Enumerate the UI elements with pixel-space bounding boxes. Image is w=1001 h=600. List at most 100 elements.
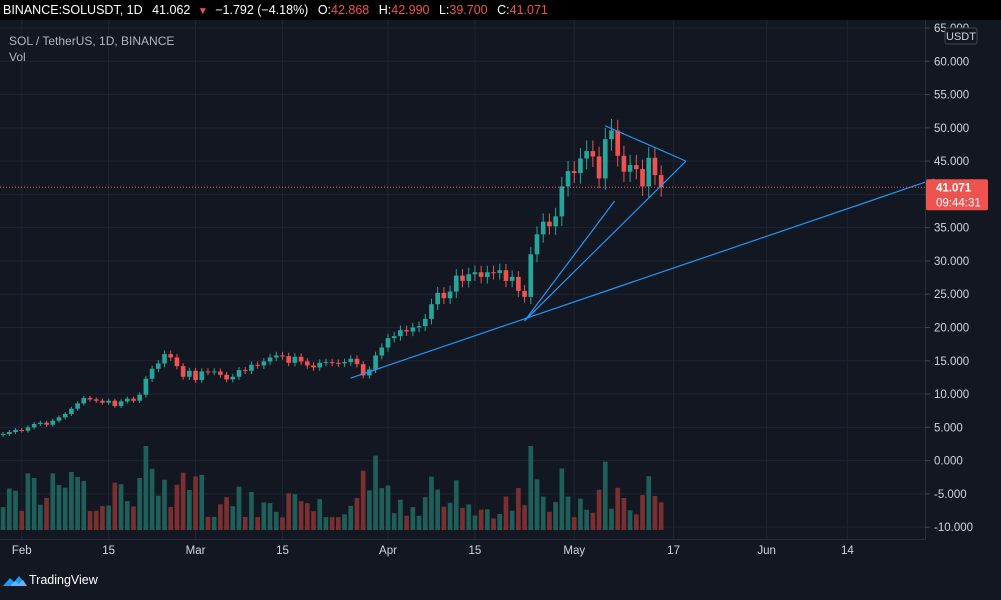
volume-bar [578,498,583,530]
countdown-timer: 09:44:31 [936,197,981,209]
y-tick-label: 45.000 [934,156,969,168]
candle-body [168,354,174,358]
volume-bar [540,496,546,530]
volume-bar [236,486,242,530]
candle-body [354,358,360,365]
candle-body [236,370,242,377]
volume-bar [509,510,515,530]
price-chart[interactable]: 65.00060.00055.00050.00045.00040.00035.0… [0,20,1001,560]
candle-body [627,165,633,172]
volume-bar [416,515,422,530]
candle-body [292,356,298,363]
low-label: L: [438,3,450,17]
candle-body [571,171,577,174]
candle-body [131,398,136,401]
candle-body [658,175,664,188]
x-tick-label: Mar [186,545,206,557]
volume-bar [218,504,223,530]
volume-bar [478,509,484,530]
close-value: 41.071 [509,3,548,17]
volume-bar [640,495,645,530]
candlesticks [0,118,664,437]
candle-body [584,151,589,159]
candle-body [379,347,385,356]
volume-bar [584,509,589,530]
last-price-tag: 41.071 09:44:31 [926,179,988,211]
y-tick-label: 50.000 [934,123,969,135]
volume-bar [267,503,273,530]
high-label: H: [378,3,392,17]
candle-body [416,326,422,328]
candle-body [472,272,478,275]
symbol-label[interactable]: BINANCE:SOLUSDT, 1D [3,3,143,17]
volume-bar [633,514,639,530]
currency-badge[interactable] [944,27,978,45]
volume-bar [205,516,211,530]
time-axis[interactable]: Feb 15 Mar 15 Apr 15 May 17 Jun 14 [12,545,855,557]
candle-body [609,130,614,140]
candle-body [329,362,335,364]
candle-body [429,304,434,319]
volume-bar [422,497,428,530]
volume-bar [429,476,434,530]
candle-body [360,364,366,376]
candle-body [540,221,546,235]
legend-title: SOL / TetherUS, 1D, BINANCE [9,34,175,48]
volume-bar [0,507,6,530]
volume-bar [373,455,378,530]
candle-body [422,318,428,327]
volume-bar [50,473,56,530]
volume-bar [317,499,323,530]
candle-body [615,130,621,156]
volume-bar [224,497,229,530]
volume-bar [453,480,459,530]
y-tick-label: 0.000 [934,456,963,468]
volume-bar [379,488,385,530]
volume-bar [342,514,347,530]
trendline [524,160,687,322]
x-tick-label: 15 [276,545,289,557]
candle-body [87,398,93,400]
candle-body [75,403,80,409]
volume-bar [410,507,416,530]
volume-bar [646,476,652,530]
y-tick-label: 10.000 [934,389,969,401]
candle-body [435,292,440,305]
volume-bar [193,476,198,530]
candle-body [646,157,652,187]
volume-bar [143,446,149,530]
volume-bar [211,516,217,530]
volume-bar [162,479,167,530]
tradingview-brand[interactable]: TradingView [29,573,98,587]
volume-bar [292,494,298,530]
volume-bar [615,487,621,530]
x-tick-label: 14 [841,545,854,557]
candle-body [137,394,143,401]
volume-bar [286,493,292,530]
open-value: 42.868 [331,3,370,17]
candle-body [453,275,459,292]
candle-body [162,354,167,364]
candle-body [404,330,409,332]
x-tick-label: Jun [757,545,776,557]
trendlines[interactable] [350,125,935,379]
candle-body [633,165,639,170]
candle-body [19,430,25,431]
tradingview-logo-icon[interactable] [2,574,28,588]
volume-bar [249,492,254,530]
candle-body [193,370,198,381]
candle-body [242,370,248,372]
volume-bar [602,461,608,530]
candle-body [534,234,540,255]
y-tick-label: 35.000 [934,223,969,235]
volume-bar [360,470,366,530]
volume-bar [323,517,329,530]
volume-bar [112,482,118,530]
volume-bar [559,468,565,530]
footer: TradingView [0,560,1001,600]
volume-bar [404,515,409,530]
volume-bar [38,504,43,530]
volume-bar [149,468,155,530]
volume-bar [31,478,37,530]
y-tick-label: 60.000 [934,56,969,68]
